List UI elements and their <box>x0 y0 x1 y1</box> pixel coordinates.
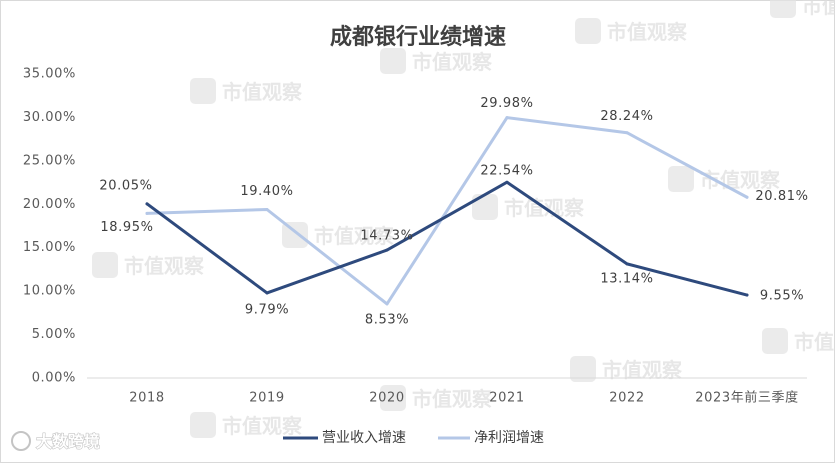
net-profit-growth-point <box>145 211 149 215</box>
data-label-layer: 20.05% 9.79% 14.73% 22.54% 13.14% 9.55% 18.95%… <box>99 96 808 327</box>
branding-logo: 大数跨境 <box>11 431 100 451</box>
net-profit-growth-point <box>505 116 509 120</box>
branding-icon <box>11 431 31 451</box>
legend-label-net-profit-growth: 净利润增速 <box>474 430 544 446</box>
revenue-growth-point <box>745 293 749 297</box>
net-profit-growth-point <box>745 195 749 199</box>
revenue-growth-line <box>145 180 749 297</box>
watermark: 市值观察 <box>282 222 395 248</box>
y-axis: 0.00% 5.00% 10.00% 15.00% 20.00% 25.00% 30.00%… <box>23 67 76 386</box>
watermark-text: 市值观察 <box>802 0 835 18</box>
revenue-growth-data-label: 13.14% <box>600 271 653 286</box>
watermark-logo-icon <box>570 356 596 382</box>
y-tick-label: 30.00% <box>23 110 76 125</box>
watermark: 市值观察 <box>762 328 835 354</box>
watermark: 市值观察 <box>380 385 493 411</box>
revenue-growth-data-label: 22.54% <box>480 164 533 179</box>
watermark-text: 市值观察 <box>124 254 205 278</box>
net-profit-growth-data-label: 8.53% <box>365 312 409 327</box>
watermark: 市值观察 <box>575 18 688 44</box>
watermark-text: 市值观察 <box>222 80 303 104</box>
revenue-growth-point <box>625 262 629 266</box>
net-profit-growth-data-label: 18.95% <box>100 220 153 235</box>
series-layer <box>145 116 749 306</box>
watermark-text: 市值观察 <box>222 414 303 438</box>
x-axis: 2018 2019 2020 2021 2022 2023年前三季度 <box>129 390 798 406</box>
watermark: 市值观察 <box>190 78 303 104</box>
revenue-growth-point <box>145 202 149 206</box>
watermark: 市值观察 <box>472 194 585 220</box>
watermark-logo-icon <box>762 328 788 354</box>
net-profit-growth-data-label: 29.98% <box>480 96 533 111</box>
watermark-logo-icon <box>190 78 216 104</box>
revenue-growth-point <box>505 180 509 184</box>
watermark-text: 市值观察 <box>607 20 688 44</box>
watermark: 市值观察 <box>190 412 303 438</box>
watermark-logo-icon <box>668 166 694 192</box>
net-profit-growth-point <box>385 302 389 306</box>
net-profit-growth-data-label: 19.40% <box>240 184 293 199</box>
revenue-growth-point <box>265 291 269 295</box>
watermark: 市值观察 <box>92 252 205 278</box>
watermark-text: 市值观察 <box>314 224 395 248</box>
watermark-logo-icon <box>380 385 406 411</box>
net-profit-growth-data-label: 28.24% <box>600 109 653 124</box>
y-tick-label: 10.00% <box>23 284 76 299</box>
x-tick-label: 2020 <box>369 391 404 406</box>
watermark-logo-icon <box>770 0 796 18</box>
watermark-text: 市值观察 <box>412 387 493 411</box>
net-profit-growth-data-label: 20.81% <box>755 189 808 204</box>
revenue-growth-data-label: 9.79% <box>245 302 289 317</box>
legend-item-revenue-growth[interactable]: 营业收入增速 <box>283 430 406 446</box>
y-tick-label: 35.00% <box>23 67 76 82</box>
watermark-text: 市值观察 <box>412 50 493 74</box>
y-tick-label: 25.00% <box>23 153 76 168</box>
revenue-growth-data-label: 9.55% <box>760 289 804 304</box>
legend: 营业收入增速 净利润增速 <box>283 430 544 446</box>
watermark-logo-icon <box>380 48 406 74</box>
y-tick-label: 20.00% <box>23 197 76 212</box>
y-tick-label: 5.00% <box>32 327 76 342</box>
net-profit-growth-point <box>625 131 629 135</box>
legend-item-net-profit-growth[interactable]: 净利润增速 <box>438 430 544 446</box>
y-tick-label: 15.00% <box>23 240 76 255</box>
revenue-growth-data-label: 20.05% <box>99 178 152 193</box>
net-profit-growth-line <box>145 116 749 306</box>
revenue-growth-data-label: 14.73% <box>360 229 413 244</box>
watermark: 市值观察 <box>770 0 835 18</box>
net-profit-growth-point <box>265 207 269 211</box>
chart-title: 成都银行业绩增速 <box>330 24 506 50</box>
watermark: 市值观察 <box>380 48 493 74</box>
x-tick-label: 2023年前三季度 <box>695 390 798 406</box>
watermark-logo-icon <box>472 194 498 220</box>
watermark-logo-icon <box>190 412 216 438</box>
branding-text: 大数跨境 <box>36 432 100 451</box>
x-tick-label: 2019 <box>249 391 284 406</box>
legend-label-revenue-growth: 营业收入增速 <box>322 430 406 446</box>
x-tick-label: 2018 <box>129 391 164 406</box>
watermark-logo-icon <box>282 222 308 248</box>
revenue-growth-point <box>385 248 389 252</box>
y-tick-label: 0.00% <box>32 371 76 386</box>
x-tick-label: 2021 <box>489 391 524 406</box>
x-tick-label: 2022 <box>609 391 644 406</box>
watermark-logo-icon <box>575 18 601 44</box>
watermark-text: 市值观察 <box>794 330 835 354</box>
watermark-logo-icon <box>92 252 118 278</box>
